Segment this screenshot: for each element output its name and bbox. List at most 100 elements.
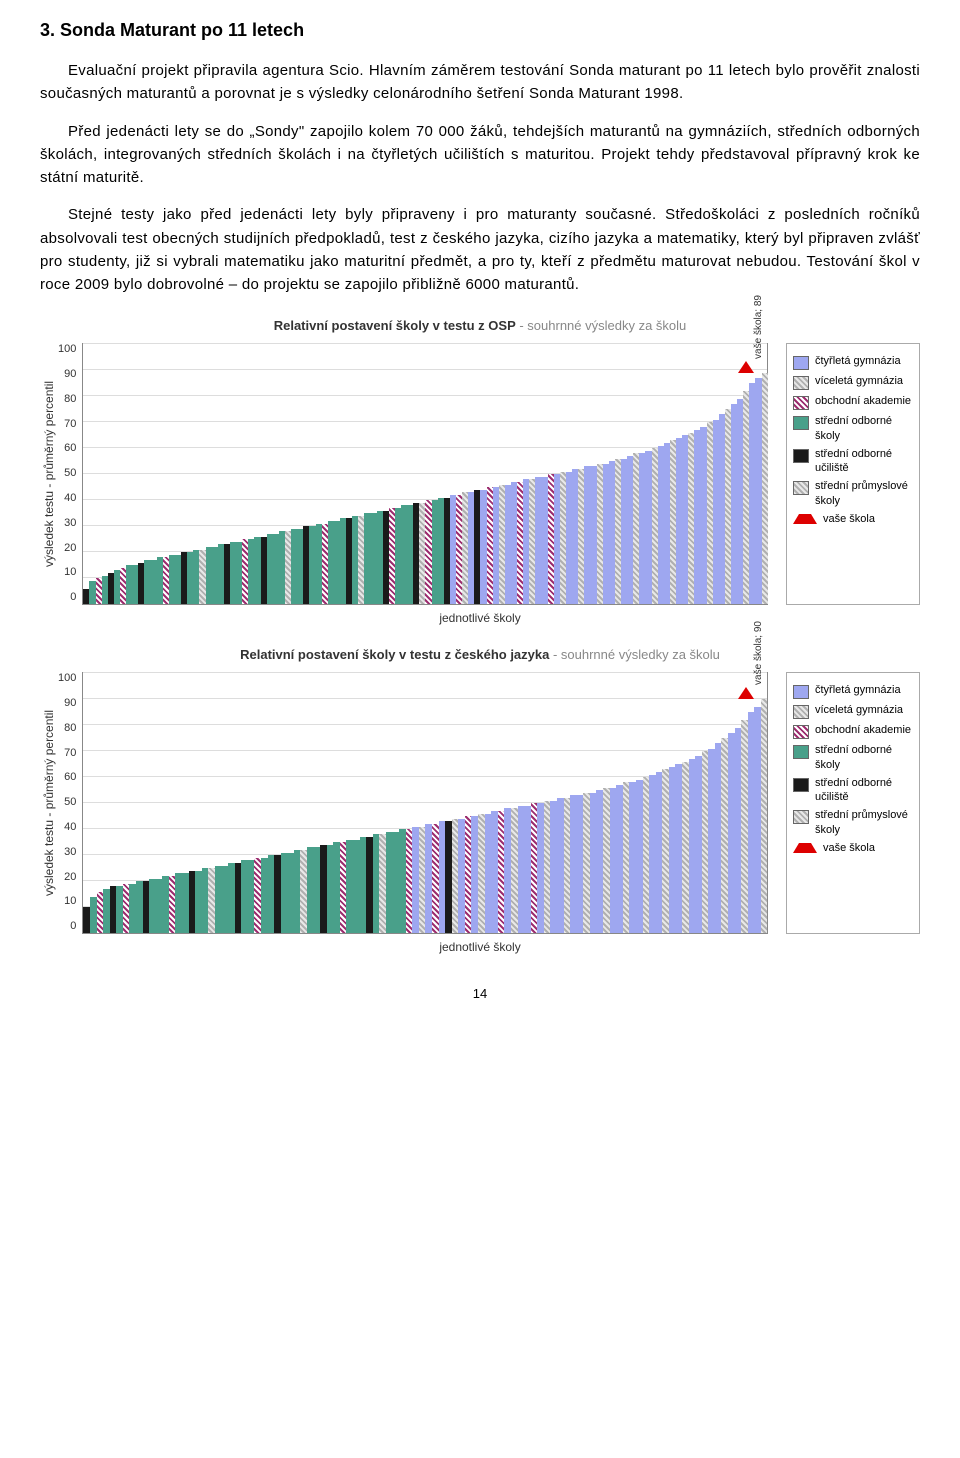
bar bbox=[333, 842, 340, 933]
legend-label: vaše škola bbox=[823, 841, 875, 855]
bar bbox=[485, 814, 492, 934]
bar bbox=[721, 738, 728, 933]
plot-area: vaše škola; 89 bbox=[82, 343, 768, 605]
bar bbox=[564, 798, 571, 933]
legend-swatch bbox=[793, 376, 809, 390]
bar bbox=[202, 868, 209, 933]
legend: čtyřletá gymnáziavíceletá gymnáziaobchod… bbox=[786, 343, 920, 605]
bar bbox=[268, 855, 275, 933]
legend-swatch bbox=[793, 685, 809, 699]
paragraph: Stejné testy jako před jedenácti lety by… bbox=[40, 203, 920, 296]
bar bbox=[129, 884, 136, 933]
legend-swatch bbox=[793, 745, 809, 759]
legend-label: čtyřletá gymnázia bbox=[815, 683, 901, 697]
bar bbox=[281, 853, 288, 934]
bar bbox=[478, 814, 485, 934]
bar bbox=[274, 855, 281, 933]
legend-item: vaše škola bbox=[793, 512, 913, 526]
bar bbox=[491, 811, 498, 933]
bar bbox=[762, 373, 768, 604]
legend-item: čtyřletá gymnázia bbox=[793, 683, 913, 699]
legend-item: obchodní akademie bbox=[793, 723, 913, 739]
legend-label: střední odborné učiliště bbox=[815, 447, 913, 476]
your-school-label: vaše škola; 90 bbox=[753, 621, 764, 685]
bar bbox=[669, 767, 676, 933]
page-number: 14 bbox=[40, 986, 920, 1001]
bar bbox=[287, 853, 294, 934]
bar bbox=[162, 876, 169, 933]
bar bbox=[123, 884, 130, 933]
legend-item: vaše škola bbox=[793, 841, 913, 855]
chart: Relativní postavení školy v testu z česk… bbox=[40, 647, 920, 954]
bar bbox=[550, 801, 557, 934]
bar bbox=[439, 821, 446, 933]
legend-item: střední průmyslové školy bbox=[793, 808, 913, 837]
bar bbox=[175, 873, 182, 933]
bar bbox=[419, 827, 426, 934]
y-axis-label: výsledek testu - průměrný percentil bbox=[40, 672, 56, 934]
legend-swatch bbox=[793, 778, 809, 792]
legend-swatch bbox=[793, 356, 809, 370]
bar bbox=[360, 837, 367, 933]
bar bbox=[735, 728, 742, 933]
bar bbox=[353, 840, 360, 934]
bar bbox=[570, 795, 577, 933]
legend-swatch bbox=[793, 396, 809, 410]
bar bbox=[544, 801, 551, 934]
legend-label: střední průmyslové školy bbox=[815, 479, 913, 508]
bar bbox=[340, 842, 347, 933]
bar bbox=[228, 863, 235, 933]
bar bbox=[393, 832, 400, 933]
legend-item: víceletá gymnázia bbox=[793, 374, 913, 390]
bar bbox=[748, 712, 755, 933]
bar bbox=[675, 764, 682, 933]
legend-label: střední odborné učiliště bbox=[815, 776, 913, 805]
bar bbox=[452, 819, 459, 933]
page: 3. Sonda Maturant po 11 letech Evaluační… bbox=[0, 0, 960, 1041]
bar bbox=[511, 808, 518, 933]
legend-label: čtyřletá gymnázia bbox=[815, 354, 901, 368]
bar bbox=[320, 845, 327, 933]
legend: čtyřletá gymnázia víceletá gymnázia obchod… bbox=[786, 672, 920, 934]
bar bbox=[379, 834, 386, 933]
legend-item: střední odborné učiliště bbox=[793, 447, 913, 476]
bar bbox=[471, 816, 478, 933]
bars bbox=[83, 673, 767, 933]
chart-title: Relativní postavení školy v testu z OSP … bbox=[40, 318, 920, 333]
bar bbox=[254, 858, 261, 933]
bar bbox=[386, 832, 393, 933]
bar bbox=[531, 803, 538, 933]
bar bbox=[649, 775, 656, 934]
bar bbox=[314, 847, 321, 933]
legend-swatch bbox=[793, 416, 809, 430]
bar bbox=[741, 720, 748, 933]
legend-item: střední odborné školy bbox=[793, 743, 913, 772]
bar bbox=[83, 907, 90, 933]
bar bbox=[662, 769, 669, 933]
chart: Relativní postavení školy v testu z OSP … bbox=[40, 318, 920, 625]
legend-item: čtyřletá gymnázia bbox=[793, 354, 913, 370]
bar bbox=[458, 819, 465, 933]
bar bbox=[603, 788, 610, 934]
bar bbox=[682, 762, 689, 934]
bar bbox=[590, 793, 597, 933]
bar bbox=[399, 829, 406, 933]
bar bbox=[412, 827, 419, 934]
bar bbox=[103, 889, 110, 933]
bar bbox=[235, 863, 242, 933]
legend-item: střední odborné školy bbox=[793, 414, 913, 443]
bar bbox=[406, 829, 413, 933]
your-school-marker bbox=[738, 361, 754, 373]
x-axis-label: jednotlivé školy bbox=[40, 611, 920, 625]
legend-label: víceletá gymnázia bbox=[815, 703, 903, 717]
legend-item: střední odborné učiliště bbox=[793, 776, 913, 805]
bar bbox=[754, 707, 761, 933]
your-school-marker bbox=[738, 687, 754, 699]
legend-swatch bbox=[793, 843, 817, 853]
legend-item: víceletá gymnázia bbox=[793, 703, 913, 719]
y-axis-label: výsledek testu - průměrný percentil bbox=[40, 343, 56, 605]
bar bbox=[116, 886, 123, 933]
bar bbox=[189, 871, 196, 933]
bar bbox=[524, 806, 531, 933]
bars bbox=[83, 344, 767, 604]
